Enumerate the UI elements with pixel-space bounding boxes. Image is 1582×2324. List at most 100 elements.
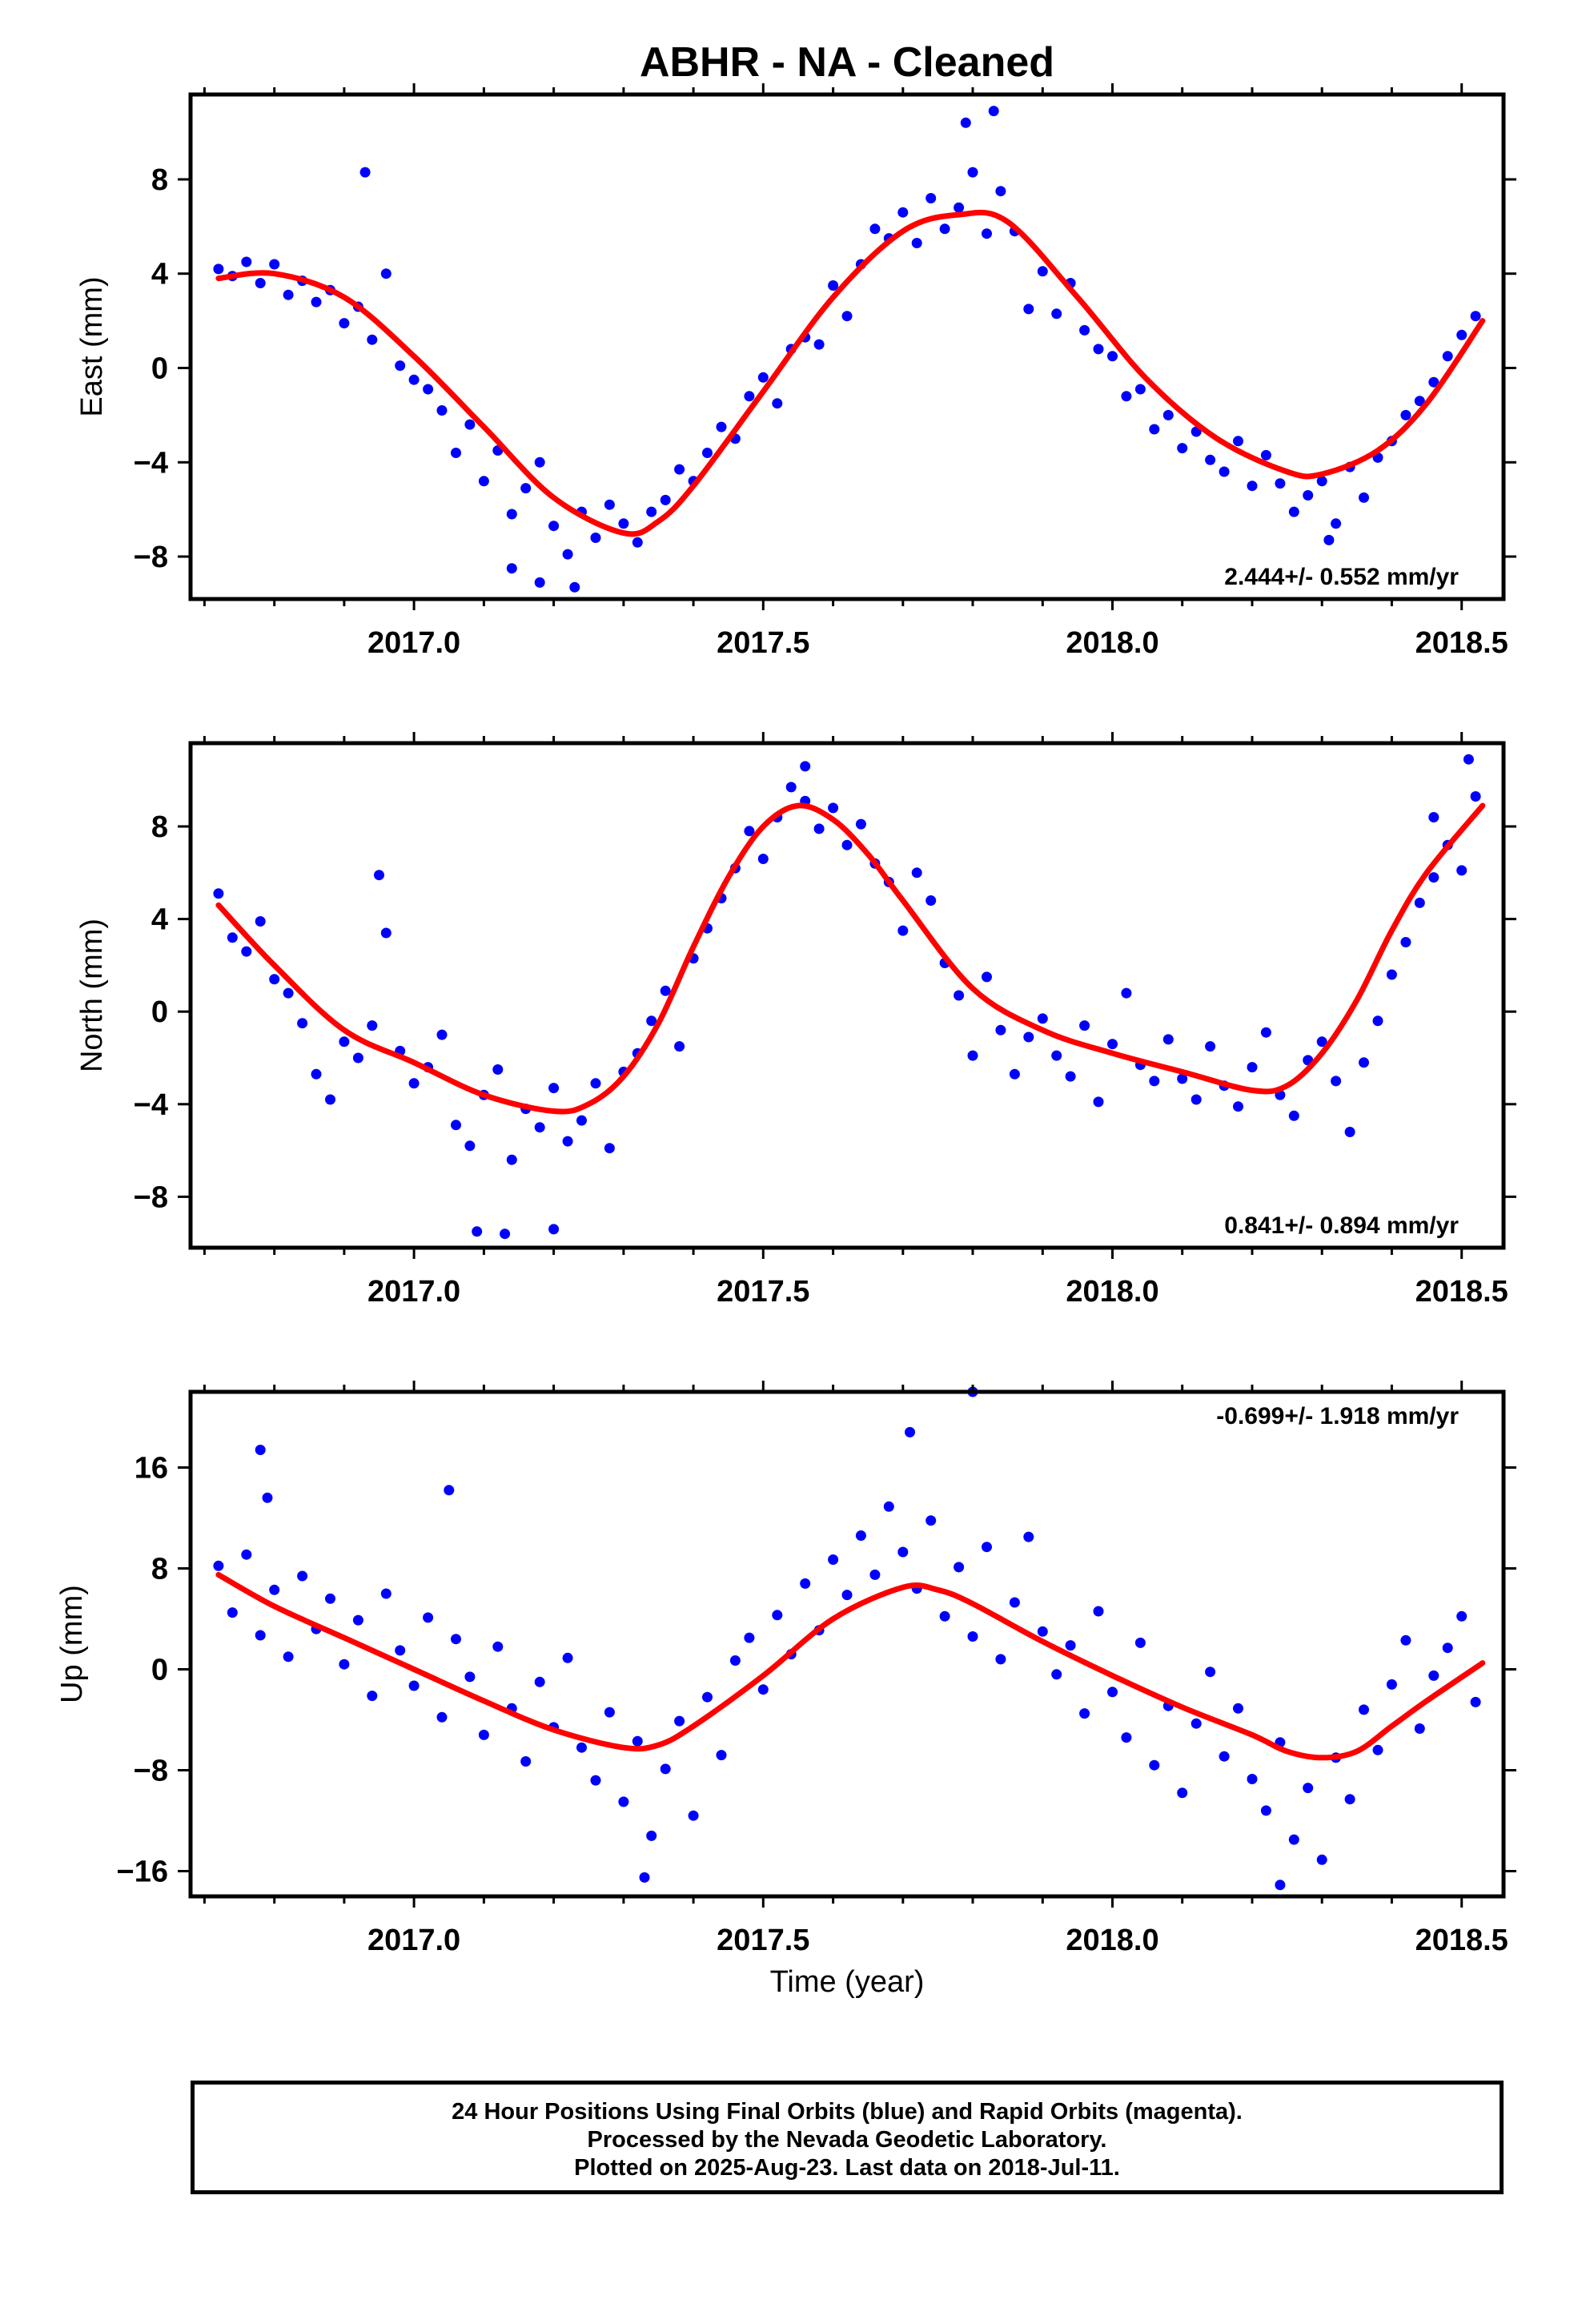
plot-frame [188, 92, 1506, 601]
data-point [500, 1228, 511, 1240]
data-point [297, 1018, 308, 1029]
data-point [800, 1578, 811, 1589]
data-point [1316, 476, 1327, 487]
data-point [423, 1612, 434, 1623]
data-point [534, 456, 545, 468]
data-point [451, 1634, 461, 1645]
data-point [1177, 1787, 1188, 1799]
data-point [339, 318, 350, 329]
info-box: 24 Hour Positions Using Final Orbits (bl… [191, 2081, 1504, 2194]
data-point [1162, 1034, 1174, 1045]
y-tick-label: −4 [134, 446, 168, 480]
data-point [1442, 1642, 1453, 1654]
x-tick-label: 2017.0 [367, 1924, 460, 1957]
trend-line [215, 209, 1486, 537]
data-point [988, 106, 999, 117]
data-point [548, 1224, 560, 1235]
data-point [472, 1226, 483, 1237]
data-point [311, 1068, 322, 1080]
up-panel: 2017.0 2017.5 2018.0 2018.5 −16 −8 0 8 16 Up (mm)… [55, 1381, 1516, 1957]
data-point [744, 391, 755, 402]
data-point [995, 1654, 1006, 1665]
data-point [408, 1680, 420, 1691]
data-point [380, 927, 391, 939]
data-point [632, 537, 643, 548]
data-point [548, 521, 560, 532]
data-point [744, 1632, 755, 1643]
data-point [926, 895, 937, 906]
data-point [367, 1020, 378, 1031]
data-point [534, 577, 545, 588]
trend-line [215, 1571, 1486, 1761]
data-point [534, 1676, 545, 1687]
data-point [646, 1015, 657, 1027]
data-point [1331, 1076, 1342, 1087]
data-point [1428, 812, 1439, 822]
data-point [1414, 1723, 1425, 1734]
info-line-1: 24 Hour Positions Using Final Orbits (bl… [452, 2099, 1243, 2125]
data-point [1009, 1068, 1020, 1080]
data-point [395, 1645, 406, 1656]
data-point [841, 311, 853, 322]
data-point [451, 448, 461, 458]
x-tick-label: 2017.5 [717, 626, 809, 660]
data-point [772, 398, 783, 409]
data-point [995, 1024, 1006, 1035]
data-point [757, 854, 769, 864]
data-point [590, 533, 601, 543]
data-point [785, 782, 797, 793]
data-point [262, 1492, 273, 1503]
data-point [478, 1729, 489, 1740]
y-tick-label: 4 [151, 258, 168, 292]
data-point [716, 421, 727, 432]
data-point [1233, 1703, 1243, 1714]
data-point [1344, 1127, 1355, 1137]
data-point [646, 1830, 657, 1841]
data-point [451, 1120, 461, 1131]
data-point [660, 985, 671, 996]
data-point [255, 1630, 266, 1641]
data-point [297, 1570, 308, 1582]
data-point [926, 193, 937, 203]
y-tick-label: 0 [151, 352, 168, 386]
data-point [618, 1796, 629, 1807]
data-point [1079, 1708, 1090, 1719]
data-point [1386, 1679, 1397, 1690]
data-point [729, 1655, 741, 1666]
data-point [813, 823, 825, 834]
data-point [995, 186, 1006, 197]
y-tick-label: −4 [134, 1088, 168, 1122]
data-point [1288, 1110, 1299, 1121]
data-point [883, 1501, 894, 1512]
data-point [562, 1652, 573, 1663]
east-panel: 2017.0 2017.5 2018.0 2018.5 −8 −4 0 4 8 East (mm)… [75, 83, 1516, 660]
x-axis-label: Time (year) [770, 1965, 925, 1999]
data-point [1121, 1732, 1132, 1743]
data-point [1463, 754, 1474, 765]
data-point [757, 1684, 769, 1695]
data-point [960, 117, 971, 128]
data-point [939, 223, 950, 235]
data-point [374, 870, 384, 881]
data-point [1414, 897, 1425, 908]
data-point [1093, 1096, 1104, 1108]
data-point [325, 1593, 335, 1604]
data-point [269, 259, 280, 270]
plot-frame [188, 741, 1506, 1250]
data-point [1247, 1062, 1258, 1073]
data-point [548, 1083, 560, 1094]
data-point [1134, 384, 1146, 395]
data-point [905, 1426, 915, 1437]
data-point [702, 1691, 713, 1703]
data-point [1359, 1704, 1369, 1715]
data-point [492, 1064, 504, 1075]
data-point [1093, 1606, 1104, 1617]
data-point [436, 1029, 448, 1040]
data-point [869, 1569, 881, 1580]
data-point [1260, 1805, 1271, 1816]
data-point [954, 1562, 965, 1573]
x-tick-label: 2018.5 [1415, 626, 1508, 660]
data-point [1121, 391, 1132, 402]
y-tick-label: −16 [117, 1856, 168, 1889]
data-point [1275, 478, 1286, 489]
